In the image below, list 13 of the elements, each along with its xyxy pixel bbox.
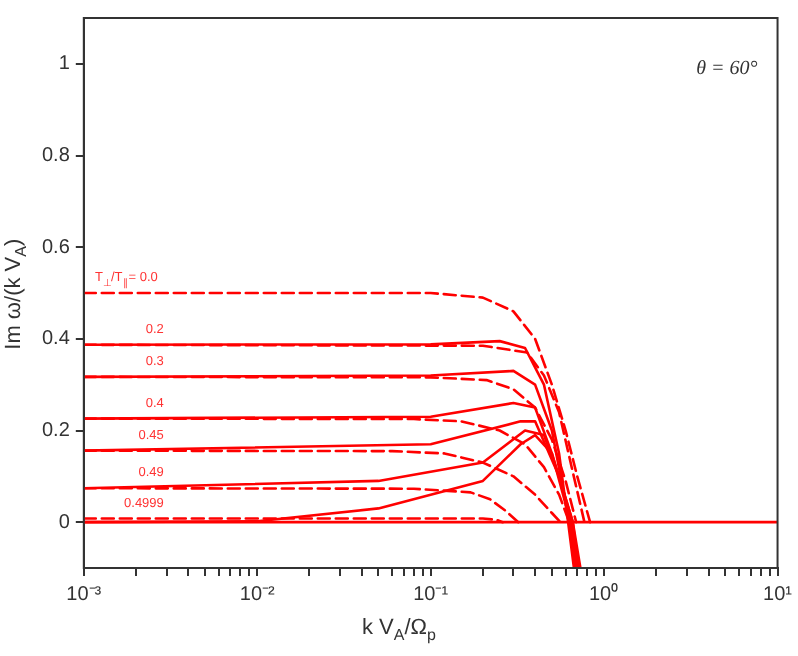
x-tick-label: 10⁰ bbox=[588, 581, 620, 606]
y-tick-label: 0 bbox=[58, 511, 71, 534]
x-axis-title: k V$_{A}$/Ω$_{p}$ bbox=[360, 616, 438, 645]
y-tick-label: 1 bbox=[58, 53, 71, 76]
x-tick-label: 10¹ bbox=[763, 583, 794, 606]
y-tick-label: 0.2 bbox=[41, 420, 71, 442]
y-tick-label: 0.4 bbox=[41, 328, 71, 351]
y-tick-label: 0.8 bbox=[41, 145, 71, 167]
x-tick-label: 10⁻³ bbox=[66, 583, 103, 606]
y-tick-label: 0.6 bbox=[41, 236, 71, 259]
x-tick-label: 10⁻¹ bbox=[413, 583, 450, 606]
x-tick-label: 10⁻² bbox=[239, 583, 277, 606]
annotation: θ = 60° bbox=[696, 58, 758, 80]
